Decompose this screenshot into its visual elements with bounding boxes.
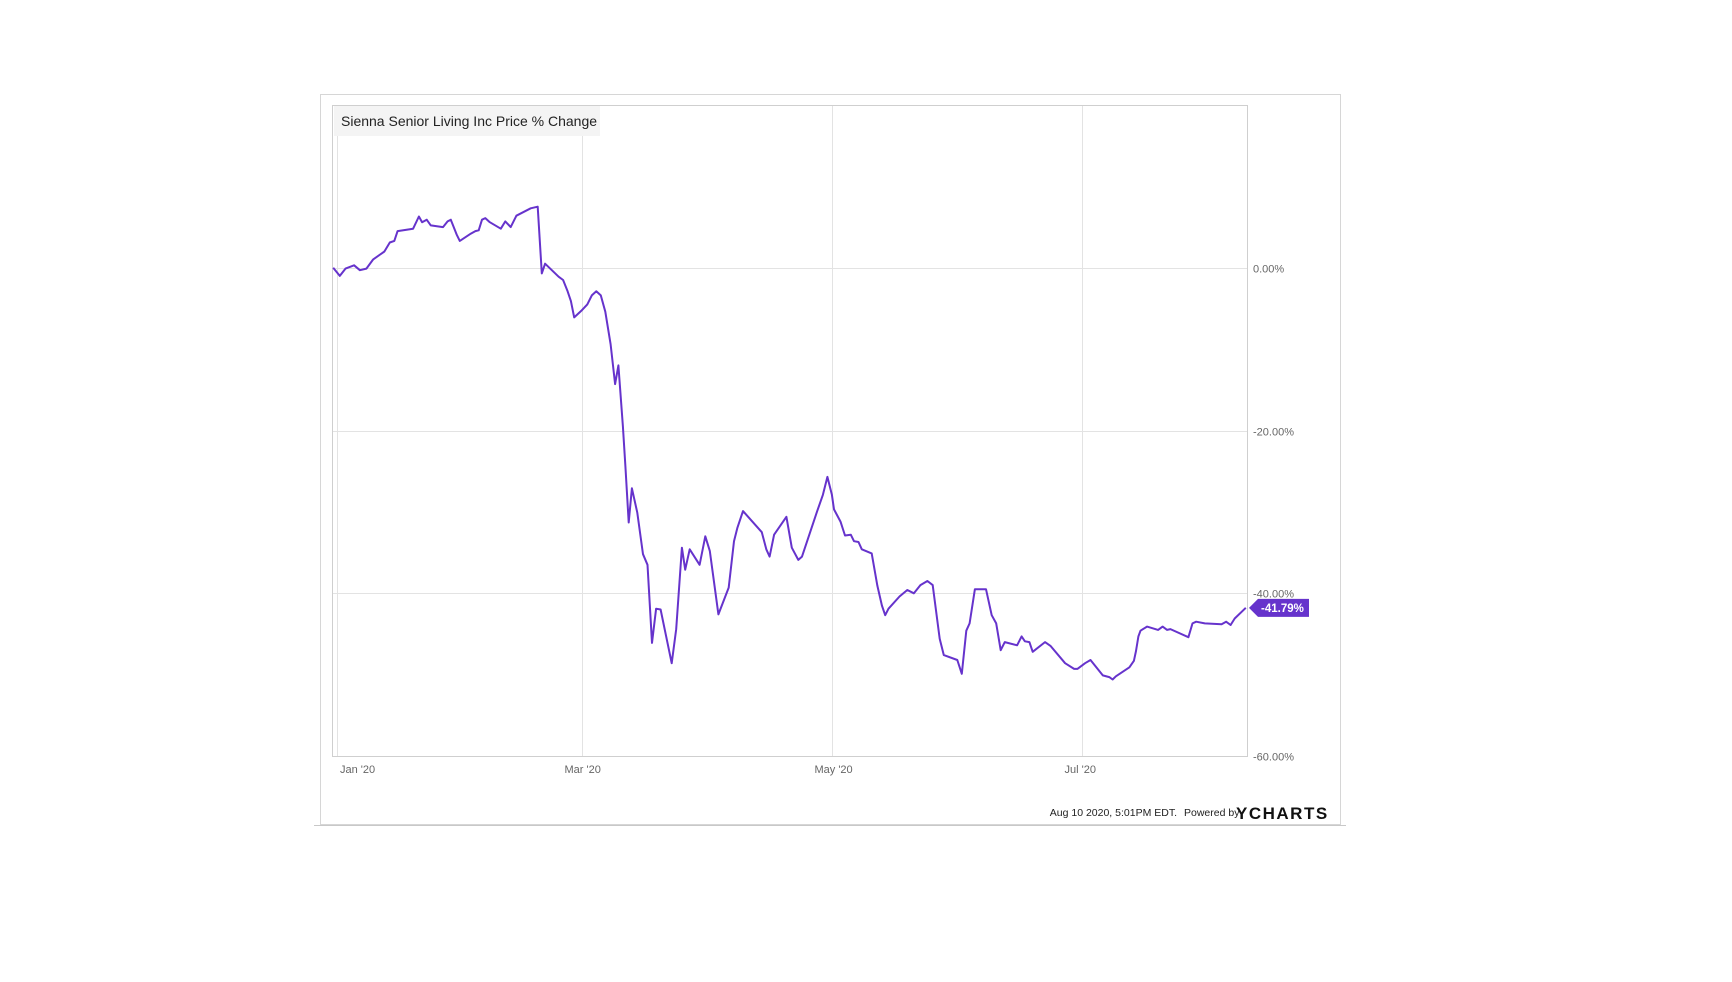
y-tick-label: -60.00% — [1253, 752, 1294, 764]
series-line — [332, 205, 1247, 681]
last-value-label: -41.79% — [1261, 603, 1304, 615]
chart-frame — [320, 94, 1341, 825]
ycharts-logo[interactable]: YCHARTS — [1236, 804, 1329, 823]
footer-timestamp: Aug 10 2020, 5:01PM EDT. — [1050, 807, 1177, 819]
x-tick-label: May '20 — [815, 764, 853, 776]
chart-title: Sienna Senior Living Inc Price % Change — [341, 113, 597, 129]
x-tick-label: Mar '20 — [565, 764, 601, 776]
footer-powered-by: Powered by — [1184, 807, 1240, 819]
last-value-badge: -41.79% — [1249, 598, 1309, 617]
x-axis: Jan '20 Mar '20 May '20 Jul '20 — [340, 764, 1096, 776]
y-tick-label: -40.00% — [1253, 589, 1294, 601]
x-tick-label: Jan '20 — [340, 764, 375, 776]
last-value-badge-shape — [1249, 598, 1309, 617]
y-axis: 0.00% -20.00% -40.00% -60.00% — [1253, 264, 1294, 764]
plot-area — [332, 105, 1248, 757]
x-tick-label: Jul '20 — [1065, 764, 1096, 776]
title-box — [334, 106, 600, 136]
y-tick-label: -20.00% — [1253, 427, 1294, 439]
y-tick-label: 0.00% — [1253, 264, 1284, 276]
ycharts-logo-text: YCHARTS — [1236, 804, 1329, 823]
